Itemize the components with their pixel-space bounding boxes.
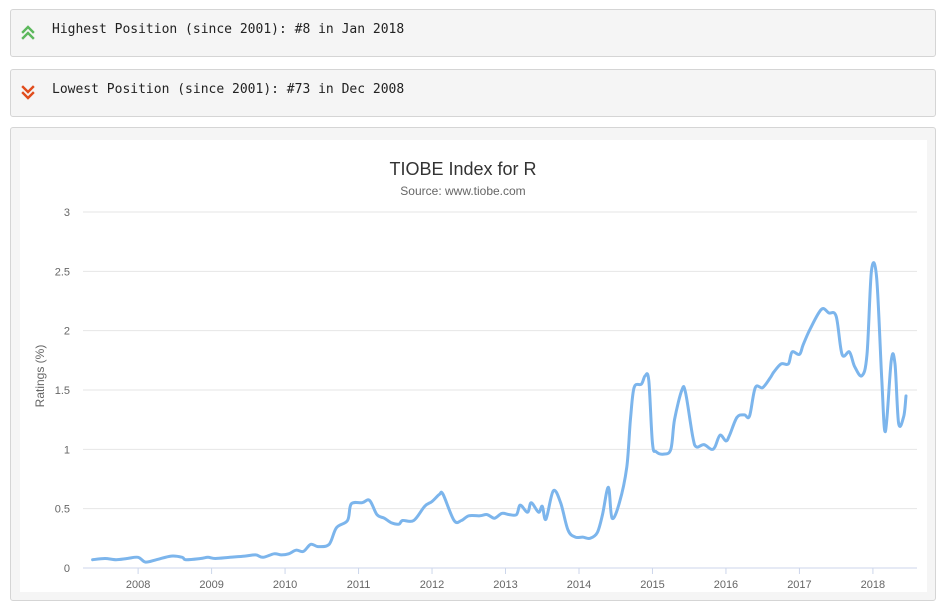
double-chevron-up-icon <box>21 25 35 40</box>
highest-position-text: Highest Position (since 2001): #8 in Jan… <box>52 22 405 37</box>
x-tick-label: 2010 <box>273 579 297 591</box>
x-tick-label: 2018 <box>861 579 885 591</box>
x-tick-label: 2014 <box>567 579 591 591</box>
y-tick-label: 0 <box>64 563 70 575</box>
x-tick-labels: 2008 2009 2010 2011 2012 2013 2014 2015 2016 2017… <box>126 579 885 591</box>
chart-title: TIOBE Index for R <box>389 159 536 179</box>
x-tick-label: 2013 <box>493 579 517 591</box>
chart-container: TIOBE Index for R Source: www.tiobe.com … <box>20 140 927 592</box>
y-tick-label: 3 <box>64 207 70 219</box>
x-tick-label: 2016 <box>714 579 738 591</box>
x-tick-label: 2008 <box>126 579 150 591</box>
x-tick-label: 2012 <box>420 579 444 591</box>
chart-panel: TIOBE Index for R Source: www.tiobe.com … <box>10 127 936 601</box>
y-tick-label: 2 <box>64 326 70 338</box>
y-tick-label: 1 <box>64 444 70 456</box>
double-chevron-down-icon <box>21 85 35 100</box>
y-axis-label: Ratings (%) <box>33 345 47 408</box>
series-line-r <box>91 261 908 564</box>
x-tick-label: 2015 <box>640 579 664 591</box>
y-tick-label: 1.5 <box>55 385 70 397</box>
highest-position-panel: Highest Position (since 2001): #8 in Jan… <box>10 9 936 57</box>
lowest-position-panel: Lowest Position (since 2001): #73 in Dec… <box>10 69 936 117</box>
tiobe-chart: TIOBE Index for R Source: www.tiobe.com … <box>33 159 917 591</box>
y-tick-label: 0.5 <box>55 504 70 516</box>
lowest-position-text: Lowest Position (since 2001): #73 in Dec… <box>52 82 405 97</box>
y-tick-labels: 0 0.5 1 1.5 2 2.5 3 <box>55 207 70 575</box>
x-tick-label: 2017 <box>787 579 811 591</box>
y-tick-label: 2.5 <box>55 266 70 278</box>
grid-lines <box>83 211 917 574</box>
x-tick-label: 2011 <box>347 579 371 591</box>
x-tick-label: 2009 <box>199 579 223 591</box>
chart-subtitle: Source: www.tiobe.com <box>400 184 525 198</box>
